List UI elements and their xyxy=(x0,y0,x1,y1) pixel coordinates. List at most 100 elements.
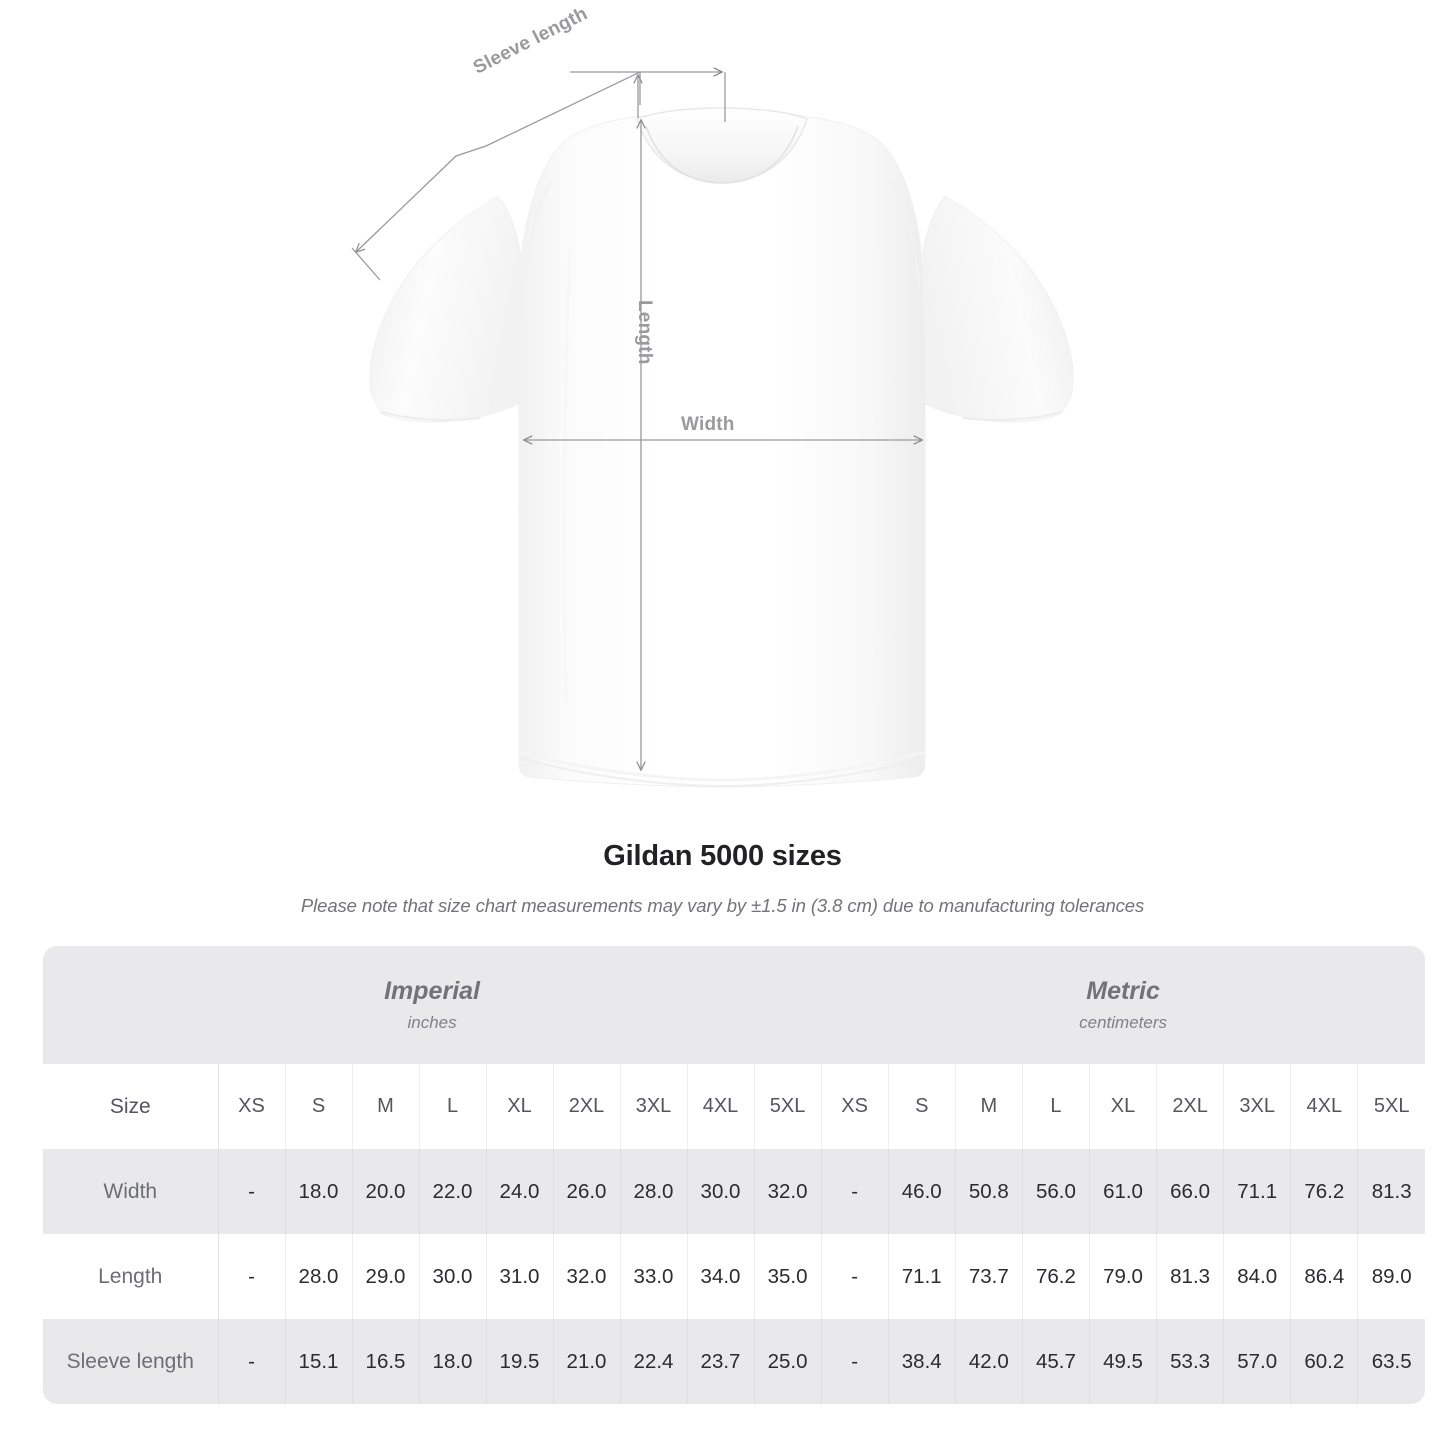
cell-length-metric-xl: 79.0 xyxy=(1089,1234,1158,1319)
cell-width-metric-2xl: 66.0 xyxy=(1156,1149,1225,1234)
imperial-label: Imperial xyxy=(384,977,480,1006)
cell-sleeve-metric-l: 45.7 xyxy=(1022,1319,1090,1404)
cell-sleeve-imperial-3xl: 22.4 xyxy=(620,1319,688,1404)
cell-sleeve-imperial-xl: 19.5 xyxy=(486,1319,554,1404)
shirt-body-shape xyxy=(369,107,1074,788)
cell-length-imperial-xs: - xyxy=(218,1234,286,1319)
cell-width-metric-4xl: 76.2 xyxy=(1290,1149,1359,1234)
size-column-header: Size xyxy=(43,1064,219,1149)
chart-title-block: Gildan 5000 sizes Please note that size … xyxy=(0,840,1445,917)
cell-width-metric-xl: 61.0 xyxy=(1089,1149,1158,1234)
cell-length-metric-3xl: 84.0 xyxy=(1223,1234,1292,1319)
cell-sleeve-metric-5xl: 63.5 xyxy=(1357,1319,1426,1404)
cell-width-imperial-xs: - xyxy=(218,1149,286,1234)
cell-sleeve-metric-s: 38.4 xyxy=(888,1319,956,1404)
size-header-imperial-2xl: 2XL xyxy=(553,1064,621,1149)
cell-sleeve-imperial-xs: - xyxy=(218,1319,286,1404)
size-header-metric-m: M xyxy=(955,1064,1023,1149)
size-header-metric-5xl: 5XL xyxy=(1357,1064,1426,1149)
cell-length-imperial-3xl: 33.0 xyxy=(620,1234,688,1319)
tolerance-note: Please note that size chart measurements… xyxy=(300,895,1145,916)
size-header-imperial-xs: XS xyxy=(218,1064,286,1149)
cell-sleeve-metric-xs: - xyxy=(821,1319,889,1404)
cell-width-imperial-s: 18.0 xyxy=(285,1149,353,1234)
cell-width-metric-xs: - xyxy=(821,1149,889,1234)
table-row-width: Width - 18.0 20.0 22.0 24.0 26.0 28.0 30… xyxy=(43,1149,1426,1234)
size-header-metric-l: L xyxy=(1022,1064,1090,1149)
cell-sleeve-imperial-l: 18.0 xyxy=(419,1319,487,1404)
row-label-width: Width xyxy=(43,1149,219,1234)
cell-length-metric-l: 76.2 xyxy=(1022,1234,1090,1319)
cell-length-metric-s: 71.1 xyxy=(888,1234,956,1319)
cell-width-imperial-3xl: 28.0 xyxy=(620,1149,688,1234)
metric-unit-sub: centimeters xyxy=(1079,1012,1168,1032)
sleeve-length-line xyxy=(355,71,641,253)
size-header-metric-3xl: 3XL xyxy=(1223,1064,1292,1149)
size-header-metric-4xl: 4XL xyxy=(1290,1064,1359,1149)
cell-sleeve-imperial-4xl: 23.7 xyxy=(687,1319,755,1404)
size-header-imperial-4xl: 4XL xyxy=(687,1064,755,1149)
tshirt-illustration xyxy=(351,67,1074,788)
size-header-imperial-m: M xyxy=(352,1064,420,1149)
cell-length-metric-xs: - xyxy=(821,1234,889,1319)
cell-sleeve-metric-3xl: 57.0 xyxy=(1223,1319,1292,1404)
cell-width-imperial-5xl: 32.0 xyxy=(754,1149,822,1234)
size-header-imperial-5xl: 5XL xyxy=(754,1064,822,1149)
cell-length-metric-2xl: 81.3 xyxy=(1156,1234,1225,1319)
cell-sleeve-metric-xl: 49.5 xyxy=(1089,1319,1158,1404)
size-header-metric-xs: XS xyxy=(821,1064,889,1149)
row-label-sleeve-length: Sleeve length xyxy=(43,1319,219,1404)
page-title: Gildan 5000 sizes xyxy=(603,840,842,872)
table-row-sleeve-length: Sleeve length - 15.1 16.5 18.0 19.5 21.0… xyxy=(43,1319,1426,1404)
cell-width-imperial-4xl: 30.0 xyxy=(687,1149,755,1234)
cell-width-metric-s: 46.0 xyxy=(888,1149,956,1234)
cell-length-imperial-2xl: 32.0 xyxy=(553,1234,621,1319)
cell-width-metric-l: 56.0 xyxy=(1022,1149,1090,1234)
cell-width-metric-m: 50.8 xyxy=(955,1149,1023,1234)
cell-width-imperial-2xl: 26.0 xyxy=(553,1149,621,1234)
size-header-row: Size XS S M L XL 2XL 3XL 4XL 5XL XS S M … xyxy=(43,1064,1426,1149)
size-chart-table: Imperial inches Metric centimeters Size … xyxy=(43,946,1426,1404)
row-label-length: Length xyxy=(43,1234,219,1319)
cell-length-imperial-xl: 31.0 xyxy=(486,1234,554,1319)
cell-sleeve-imperial-s: 15.1 xyxy=(285,1319,353,1404)
cell-length-metric-m: 73.7 xyxy=(955,1234,1023,1319)
table-row-length: Length - 28.0 29.0 30.0 31.0 32.0 33.0 3… xyxy=(43,1234,1426,1319)
cell-length-metric-5xl: 89.0 xyxy=(1357,1234,1426,1319)
cell-length-imperial-l: 30.0 xyxy=(419,1234,487,1319)
width-dimension-label: Width xyxy=(681,414,735,435)
cell-sleeve-metric-2xl: 53.3 xyxy=(1156,1319,1225,1404)
unit-banner-row: Imperial inches Metric centimeters xyxy=(43,946,1426,1064)
cell-width-metric-3xl: 71.1 xyxy=(1223,1149,1292,1234)
size-header-imperial-xl: XL xyxy=(486,1064,554,1149)
cell-width-imperial-xl: 24.0 xyxy=(486,1149,554,1234)
size-header-imperial-l: L xyxy=(419,1064,487,1149)
tshirt-measurement-diagram: Sleeve length Length Width xyxy=(351,3,1074,788)
cell-width-imperial-m: 20.0 xyxy=(352,1149,420,1234)
cell-sleeve-imperial-m: 16.5 xyxy=(352,1319,420,1404)
cell-sleeve-metric-4xl: 60.2 xyxy=(1290,1319,1359,1404)
cell-sleeve-imperial-5xl: 25.0 xyxy=(754,1319,822,1404)
size-header-imperial-3xl: 3XL xyxy=(620,1064,688,1149)
cell-sleeve-imperial-2xl: 21.0 xyxy=(553,1319,621,1404)
dimension-lines xyxy=(351,67,924,772)
cell-length-metric-4xl: 86.4 xyxy=(1290,1234,1359,1319)
cell-width-imperial-l: 22.0 xyxy=(419,1149,487,1234)
size-header-metric-xl: XL xyxy=(1089,1064,1158,1149)
cell-length-imperial-s: 28.0 xyxy=(285,1234,353,1319)
size-header-imperial-s: S xyxy=(285,1064,353,1149)
cell-length-imperial-4xl: 34.0 xyxy=(687,1234,755,1319)
cell-width-metric-5xl: 81.3 xyxy=(1357,1149,1426,1234)
cell-length-imperial-5xl: 35.0 xyxy=(754,1234,822,1319)
metric-label: Metric xyxy=(1086,977,1160,1006)
imperial-banner-cell: Imperial inches xyxy=(43,946,822,1064)
size-chart-table-wrapper: Imperial inches Metric centimeters Size … xyxy=(43,946,1426,1404)
imperial-unit-sub: inches xyxy=(407,1012,457,1032)
cell-sleeve-metric-m: 42.0 xyxy=(955,1319,1023,1404)
size-header-metric-s: S xyxy=(888,1064,956,1149)
cell-length-imperial-m: 29.0 xyxy=(352,1234,420,1319)
sleeve-end-tick xyxy=(351,247,381,281)
metric-banner-cell: Metric centimeters xyxy=(821,946,1426,1064)
size-header-metric-2xl: 2XL xyxy=(1156,1064,1225,1149)
length-dimension-label: Length xyxy=(634,300,655,365)
